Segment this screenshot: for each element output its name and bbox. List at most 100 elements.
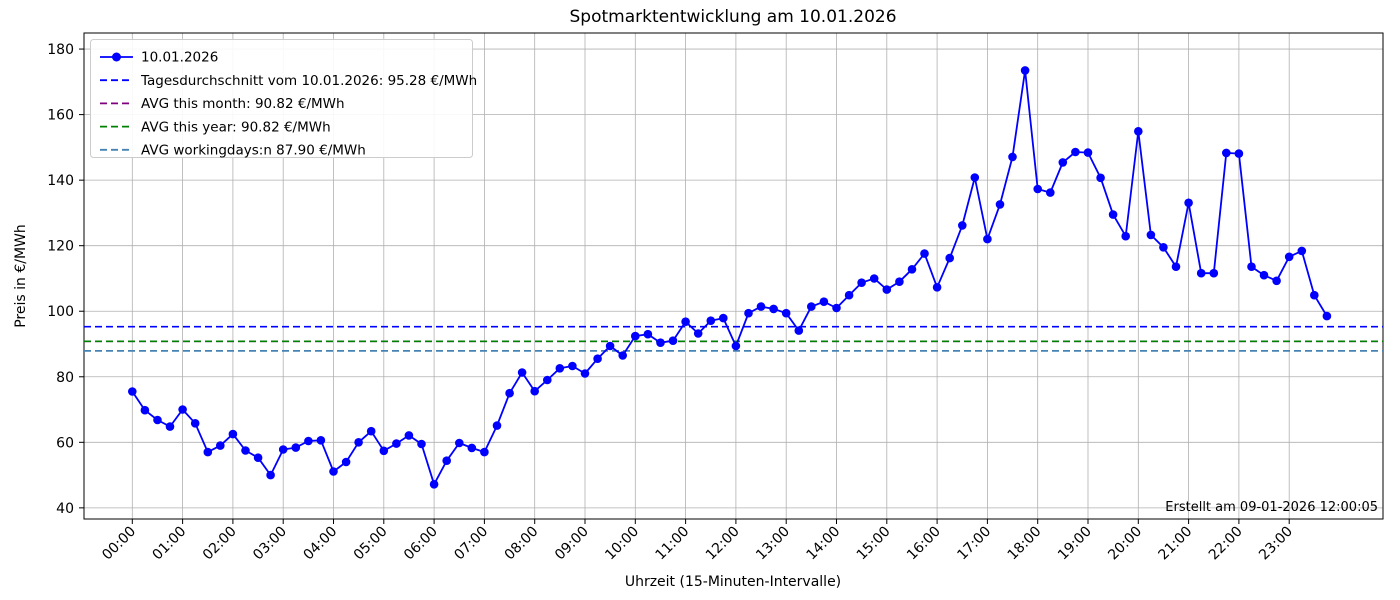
data-point-marker xyxy=(1222,148,1231,158)
data-point-marker xyxy=(920,249,929,258)
data-point-marker xyxy=(128,387,137,396)
x-tick-label: 13:00 xyxy=(753,524,793,564)
data-point-marker xyxy=(668,336,678,346)
x-tick-label: 15:00 xyxy=(854,524,894,564)
data-point-marker xyxy=(580,369,590,378)
data-point-marker xyxy=(1046,188,1055,197)
data-point-marker xyxy=(278,445,288,454)
data-point-marker xyxy=(1096,173,1105,183)
data-point-marker xyxy=(693,329,703,338)
y-tick-label: 160 xyxy=(47,108,74,124)
legend-box xyxy=(90,39,473,158)
x-tick-label: 07:00 xyxy=(451,524,491,564)
x-tick-label: 08:00 xyxy=(502,524,542,564)
data-point-marker xyxy=(341,457,351,467)
chart-title: Spotmarktentwicklung am 10.01.2026 xyxy=(569,7,896,27)
data-point-marker xyxy=(316,436,326,445)
x-tick-label: 18:00 xyxy=(1005,524,1045,564)
data-point-marker xyxy=(455,438,464,448)
data-point-marker xyxy=(568,361,577,371)
data-point-marker xyxy=(1134,127,1143,136)
y-tick-label: 80 xyxy=(56,370,74,386)
data-layer: 00:00 01:00 02:00 03:00 04:00 05:00 06:00 07:00… xyxy=(47,39,1383,564)
y-tick-label: 140 xyxy=(47,173,74,189)
data-point-marker xyxy=(731,341,741,351)
legend-entry-label: AVG workingdays:n 87.90 €/MWh xyxy=(141,143,366,159)
data-point-marker xyxy=(555,364,565,373)
x-tick-label: 19:00 xyxy=(1055,524,1095,564)
x-tick-label: 14:00 xyxy=(803,524,843,564)
y-tick-label: 60 xyxy=(56,435,74,451)
data-point-marker xyxy=(429,480,439,489)
data-point-marker xyxy=(1171,262,1181,272)
data-point-marker xyxy=(631,331,640,341)
data-point-marker xyxy=(769,304,778,314)
y-tick-label: 100 xyxy=(47,304,74,320)
data-point-marker xyxy=(404,431,414,440)
data-point-marker xyxy=(216,441,225,450)
data-point-marker xyxy=(1121,231,1130,241)
plot-border xyxy=(83,32,1384,520)
x-tick-label: 01:00 xyxy=(150,524,190,564)
data-point-marker xyxy=(442,456,452,466)
data-point-marker xyxy=(819,297,829,307)
watermark-text: Erstellt am 09-01-2026 12:00:05 xyxy=(1165,500,1378,515)
data-point-marker xyxy=(857,278,866,288)
data-point-marker xyxy=(605,341,615,351)
data-point-marker xyxy=(895,277,904,287)
data-point-marker xyxy=(1259,270,1269,280)
data-point-marker xyxy=(1008,152,1017,162)
data-point-marker xyxy=(970,173,980,182)
legend-sample-marker xyxy=(112,52,121,62)
data-point-marker xyxy=(1071,147,1080,157)
data-point-marker xyxy=(1033,184,1042,194)
y-tick-label: 120 xyxy=(47,239,74,255)
data-point-marker xyxy=(492,421,502,430)
x-tick-label: 03:00 xyxy=(250,524,290,564)
data-point-marker xyxy=(1058,158,1068,167)
data-point-marker xyxy=(1322,311,1332,321)
data-point-marker xyxy=(1272,276,1281,286)
data-point-marker xyxy=(241,446,250,455)
data-point-marker xyxy=(517,368,527,377)
x-tick-label: 10:00 xyxy=(602,524,642,564)
data-point-marker xyxy=(165,422,175,431)
price-series-line xyxy=(131,69,1328,486)
x-tick-label: 05:00 xyxy=(351,524,391,564)
data-point-marker xyxy=(744,308,753,318)
x-tick-label: 02:00 xyxy=(200,524,240,564)
data-point-marker xyxy=(291,443,301,452)
x-tick-label: 11:00 xyxy=(653,524,693,564)
data-point-marker xyxy=(656,338,665,348)
data-point-marker xyxy=(756,302,766,311)
x-tick-label: 23:00 xyxy=(1256,524,1296,564)
data-point-marker xyxy=(530,386,539,396)
data-point-marker xyxy=(995,200,1005,209)
data-point-marker xyxy=(794,326,804,335)
y-axis-label: Preis in €/MWh xyxy=(13,224,29,328)
data-point-marker xyxy=(945,253,954,263)
x-tick-label: 06:00 xyxy=(401,524,441,564)
legend-entry-label: AVG this month: 90.82 €/MWh xyxy=(141,96,345,112)
data-point-marker xyxy=(153,415,162,425)
data-point-marker xyxy=(1184,198,1193,208)
legend-entry-label: AVG this year: 90.82 €/MWh xyxy=(141,119,331,135)
data-point-marker xyxy=(178,405,187,414)
data-point-marker xyxy=(869,274,879,283)
data-point-marker xyxy=(706,316,716,326)
data-point-marker xyxy=(417,439,426,449)
data-point-marker xyxy=(781,308,791,318)
data-point-marker xyxy=(618,351,627,360)
data-point-marker xyxy=(203,447,213,457)
data-point-marker xyxy=(719,313,728,323)
data-point-marker xyxy=(392,439,401,448)
data-point-marker xyxy=(1284,252,1294,262)
y-tick-label: 180 xyxy=(47,42,74,58)
data-point-marker xyxy=(543,375,552,385)
data-point-marker xyxy=(958,221,967,230)
data-point-marker xyxy=(304,436,313,446)
data-point-marker xyxy=(1310,290,1319,300)
legend-entry-label: Tagesdurchschnitt vom 10.01.2026: 95.28 … xyxy=(140,73,477,89)
data-point-marker xyxy=(681,317,690,327)
